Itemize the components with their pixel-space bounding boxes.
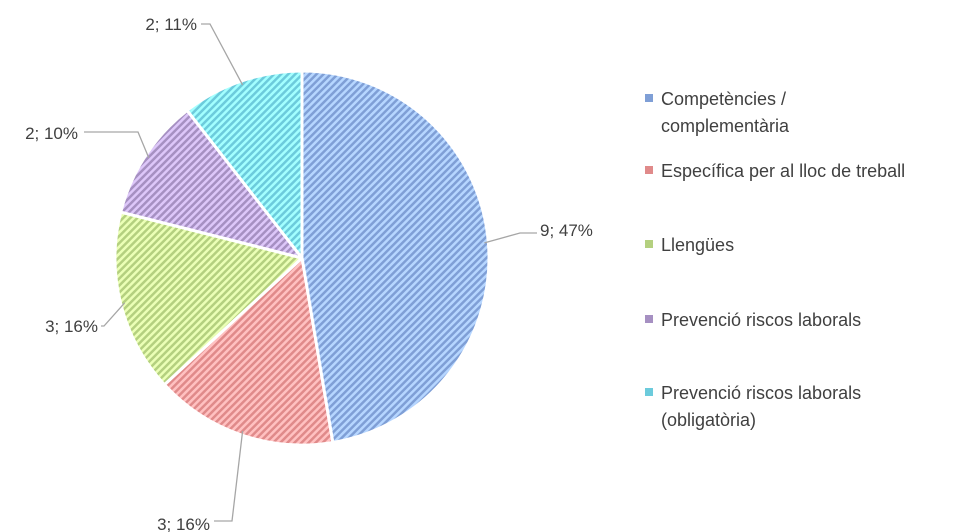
legend-label: Competències / complementària [661, 89, 790, 136]
legend-swatch [645, 388, 653, 396]
data-labels: 9; 47% 3; 16% 3; 16% 2; 10% 2; 11% [25, 15, 593, 532]
leader-line-1 [484, 232, 537, 244]
legend-label: Específica per al lloc de treball [661, 161, 906, 181]
leader-line-2 [214, 431, 244, 522]
legend-swatch [645, 240, 653, 248]
legend-label: Prevenció riscos laborals [661, 310, 862, 330]
legend-item-1: Competències / complementària [645, 86, 851, 140]
pie-slice-3 [113, 210, 304, 387]
pie-slice-2 [162, 256, 335, 447]
pie-slice-4 [119, 108, 304, 260]
pie-slice-1 [300, 69, 491, 444]
leader-line-3 [101, 302, 126, 327]
legend-item-5: Prevenció riscos laborals (obligatòria) [645, 380, 911, 434]
data-label-1: 9; 47% [540, 221, 593, 240]
data-label-2: 3; 16% [157, 515, 210, 532]
data-label-5: 2; 11% [145, 15, 197, 34]
leader-line-5 [201, 23, 244, 86]
legend-swatch [645, 315, 653, 323]
data-label-3: 3; 16% [45, 317, 98, 336]
legend-label: Prevenció riscos laborals (obligatòria) [661, 383, 862, 430]
legend-item-4: Prevenció riscos laborals [645, 307, 959, 334]
leader-lines [84, 23, 537, 522]
data-label-4: 2; 10% [25, 124, 78, 143]
legend-label: Llengües [661, 235, 735, 255]
legend-swatch [645, 94, 653, 102]
legend-swatch [645, 166, 653, 174]
legend-item-3: Llengües [645, 232, 959, 259]
legend-item-2: Específica per al lloc de treball [645, 158, 959, 185]
pie-slices [113, 69, 491, 447]
leader-line-4 [84, 131, 150, 159]
